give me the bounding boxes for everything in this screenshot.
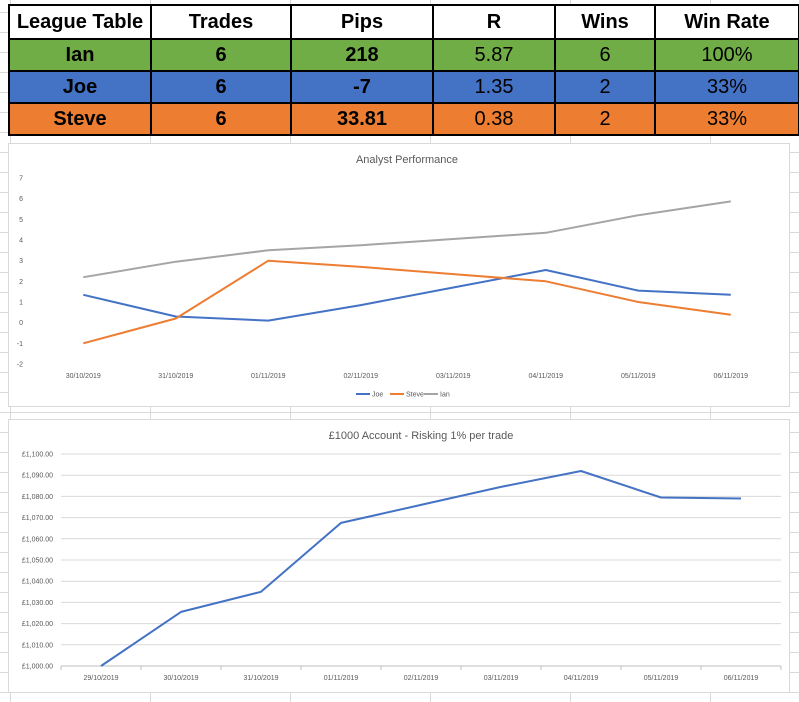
x-tick-label: 01/11/2019 [251, 373, 286, 380]
y-tick-label: 2 [19, 279, 23, 286]
cell-r[interactable]: 1.35 [432, 70, 556, 104]
series-line-0 [100, 470, 742, 667]
cell-trades[interactable]: 6 [150, 70, 292, 104]
cell-trades[interactable]: 6 [150, 102, 292, 136]
x-tick-label: 01/11/2019 [324, 675, 359, 682]
cell-trades[interactable]: 6 [150, 38, 292, 72]
cell-win-rate[interactable]: 100% [654, 38, 799, 72]
table-row-joe: Joe 6 -7 1.35 2 33% [8, 70, 799, 104]
y-tick-label: 0 [19, 320, 23, 327]
legend-label: Ian [440, 392, 450, 399]
league-table: League Table Trades Pips R Wins Win Rate… [8, 4, 799, 136]
x-tick-label: 29/10/2019 [83, 675, 118, 682]
y-tick-label: 1 [19, 300, 23, 307]
legend-label: Steve [406, 392, 424, 399]
account-svg: £1000 Account - Risking 1% per trade £1,1… [22, 430, 782, 682]
header-wins[interactable]: Wins [554, 4, 656, 40]
legend-label: Joe [372, 392, 383, 399]
x-tick-label: 31/10/2019 [158, 373, 193, 380]
cell-wins[interactable]: 2 [554, 102, 656, 136]
x-tick-label: 30/10/2019 [66, 373, 101, 380]
x-tick-label: 05/11/2019 [644, 675, 679, 682]
y-tick-label: 3 [19, 258, 23, 265]
y-tick-label: £1,050.00 [22, 558, 53, 565]
series-line-steve [83, 259, 731, 345]
table-row-ian: Ian 6 218 5.87 6 100% [8, 38, 799, 72]
header-trades[interactable]: Trades [150, 4, 292, 40]
x-tick-label: 03/11/2019 [436, 373, 471, 380]
y-tick-label: 5 [19, 217, 23, 224]
cell-pips[interactable]: -7 [290, 70, 434, 104]
cell-wins[interactable]: 6 [554, 38, 656, 72]
y-tick-label: £1,070.00 [22, 515, 53, 522]
x-tick-label: 31/10/2019 [243, 675, 278, 682]
chart-title: Analyst Performance [356, 154, 458, 166]
x-tick-label: 03/11/2019 [484, 675, 519, 682]
cell-r[interactable]: 0.38 [432, 102, 556, 136]
y-tick-label: -1 [17, 341, 23, 348]
y-tick-label: 7 [19, 176, 23, 183]
cell-r[interactable]: 5.87 [432, 38, 556, 72]
header-win-rate[interactable]: Win Rate [654, 4, 799, 40]
y-tick-label: £1,090.00 [22, 473, 53, 480]
y-tick-label: £1,080.00 [22, 494, 53, 501]
y-tick-label: -2 [17, 362, 23, 369]
x-tick-label: 30/10/2019 [163, 675, 198, 682]
analyst-performance-svg: Analyst Performance 7 6 5 4 3 2 1 0 -1 -2 30/10/201… [17, 154, 748, 399]
x-tick-label: 04/11/2019 [528, 373, 563, 380]
header-r[interactable]: R [432, 4, 556, 40]
x-tick-label: 02/11/2019 [343, 373, 378, 380]
league-header-row: League Table Trades Pips R Wins Win Rate [8, 4, 799, 40]
y-tick-label: £1,060.00 [22, 536, 53, 543]
y-tick-label: £1,030.00 [22, 600, 53, 607]
cell-wins[interactable]: 2 [554, 70, 656, 104]
x-tick-label: 06/11/2019 [724, 675, 759, 682]
table-row-steve: Steve 6 33.81 0.38 2 33% [8, 102, 799, 136]
x-tick-label: 05/11/2019 [621, 373, 656, 380]
y-tick-label: £1,020.00 [22, 621, 53, 628]
y-tick-label: £1,040.00 [22, 579, 53, 586]
cell-win-rate[interactable]: 33% [654, 70, 799, 104]
cell-win-rate[interactable]: 33% [654, 102, 799, 136]
y-tick-label: 6 [19, 196, 23, 203]
series-line-joe [83, 269, 731, 322]
cell-name[interactable]: Steve [8, 102, 152, 136]
chart-title: £1000 Account - Risking 1% per trade [329, 430, 514, 442]
x-tick-label: 06/11/2019 [713, 373, 748, 380]
header-league-table[interactable]: League Table [8, 4, 152, 40]
cell-pips[interactable]: 218 [290, 38, 434, 72]
x-tick-label: 04/11/2019 [564, 675, 599, 682]
analyst-performance-chart[interactable]: Analyst Performance 7 6 5 4 3 2 1 0 -1 -2 30/10/201… [8, 143, 790, 407]
y-tick-label: £1,000.00 [22, 664, 53, 671]
y-tick-label: 4 [19, 238, 23, 245]
x-tick-label: 02/11/2019 [404, 675, 439, 682]
header-pips[interactable]: Pips [290, 4, 434, 40]
cell-name[interactable]: Ian [8, 38, 152, 72]
y-tick-label: £1,100.00 [22, 452, 53, 459]
cell-name[interactable]: Joe [8, 70, 152, 104]
cell-pips[interactable]: 33.81 [290, 102, 434, 136]
account-chart[interactable]: £1000 Account - Risking 1% per trade £1,1… [8, 419, 790, 693]
series-line-ian [83, 200, 731, 279]
y-tick-label: £1,010.00 [22, 642, 53, 649]
